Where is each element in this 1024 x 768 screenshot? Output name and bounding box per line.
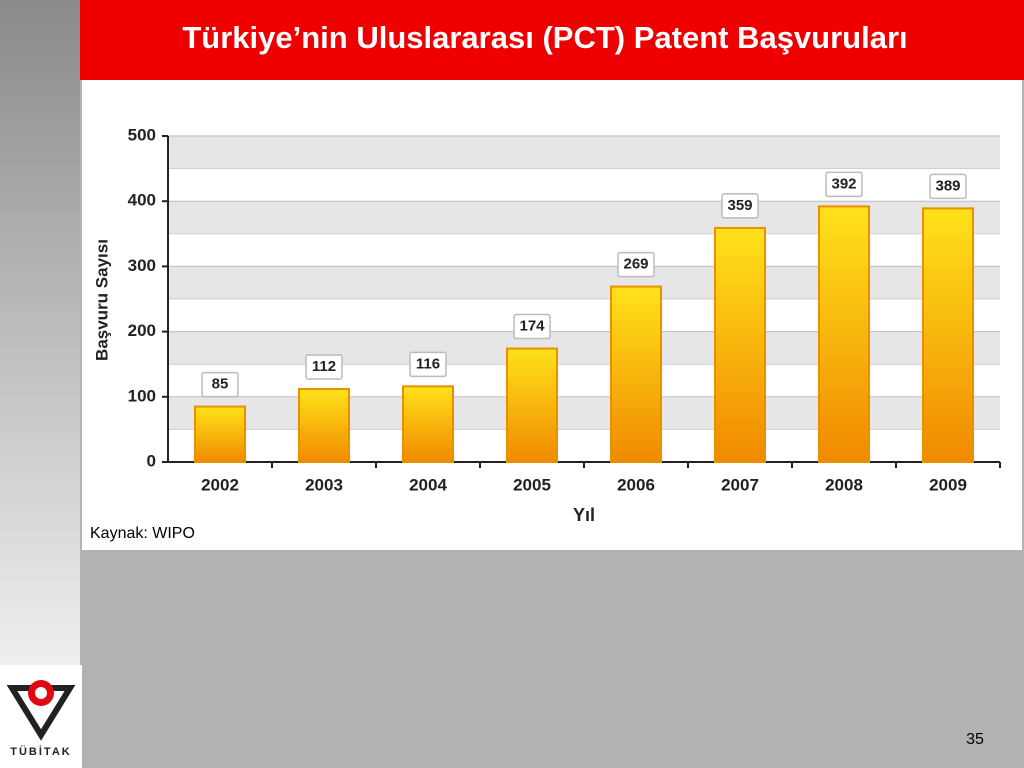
bar [403,386,453,462]
x-axis-label: Yıl [573,505,595,525]
x-tick-label: 2004 [409,475,447,494]
logo-text: TÜBİTAK [10,745,71,758]
y-tick-label: 100 [128,386,156,405]
bar [819,206,869,462]
grid-band [168,201,1000,234]
y-tick-label: 0 [147,451,156,470]
bar [923,208,973,462]
x-tick-label: 2009 [929,475,967,494]
value-label: 392 [831,175,856,192]
y-tick-label: 200 [128,321,156,340]
grid-band [168,136,1000,169]
bar [195,407,245,462]
grid-band [168,397,1000,430]
y-tick-label: 500 [128,125,156,144]
y-tick-label: 300 [128,256,156,275]
value-label: 174 [519,318,545,335]
y-axis-label: Başvuru Sayısı [92,239,111,361]
bar [299,389,349,462]
bar [507,349,557,462]
x-tick-label: 2003 [305,475,343,494]
x-tick-label: 2002 [201,475,239,494]
y-tick-label: 400 [128,191,156,210]
page-number: 35 [966,731,984,748]
x-tick-label: 2006 [617,475,655,494]
source-note: Kaynak: WIPO [90,525,195,542]
value-label: 85 [212,376,229,393]
side-strip [0,0,80,768]
bar [611,287,661,462]
grid-band [168,332,1000,365]
x-tick-label: 2007 [721,475,759,494]
value-label: 116 [416,355,440,372]
value-label: 269 [623,256,648,273]
x-tick-label: 2008 [825,475,863,494]
value-label: 389 [935,177,960,194]
slide: Türkiye’nin Uluslararası (PCT) Patent Ba… [0,0,1024,768]
slide-title: Türkiye’nin Uluslararası (PCT) Patent Ba… [182,20,907,55]
bar [715,228,765,462]
grid-band [168,266,1000,299]
x-tick-label: 2005 [513,475,551,494]
value-label: 112 [312,358,336,375]
value-label: 359 [727,197,752,214]
logo-inner [35,687,47,699]
